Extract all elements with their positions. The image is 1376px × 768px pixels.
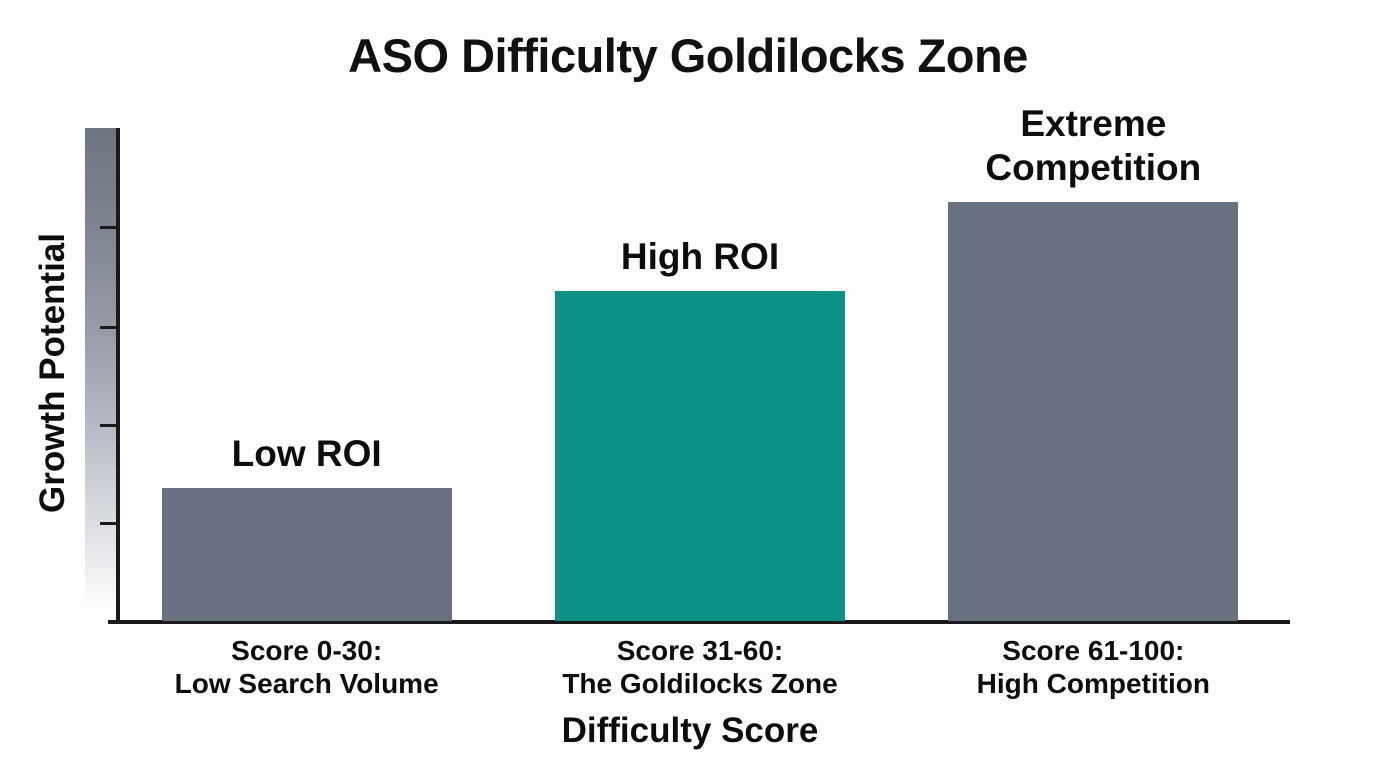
bar-high-roi bbox=[555, 291, 845, 621]
y-axis-gradient-bar bbox=[85, 128, 118, 622]
x-tick-line2: High Competition bbox=[976, 668, 1210, 699]
chart-title: ASO Difficulty Goldilocks Zone bbox=[348, 29, 1028, 82]
y-axis-line bbox=[116, 128, 120, 622]
x-axis-line bbox=[108, 620, 1290, 624]
x-tick-label-low-roi: Score 0-30: Low Search Volume bbox=[92, 634, 522, 700]
bar-low-roi bbox=[161, 488, 452, 621]
x-tick-line2: The Goldilocks Zone bbox=[562, 668, 838, 699]
bar-label-extreme-competition: Extreme Competition bbox=[985, 103, 1202, 188]
y-axis-tick bbox=[100, 326, 119, 329]
y-axis-label: Growth Potential bbox=[33, 233, 72, 513]
x-tick-line1: Score 61-100: bbox=[1002, 635, 1185, 666]
y-axis-tick bbox=[100, 226, 119, 229]
x-tick-line1: Score 0-30: bbox=[231, 635, 383, 666]
x-axis-title: Difficulty Score bbox=[561, 711, 819, 750]
y-axis-tick bbox=[100, 424, 119, 427]
bar-label-low-roi: Low ROI bbox=[231, 433, 382, 474]
x-tick-label-high-roi: Score 31-60: The Goldilocks Zone bbox=[485, 634, 915, 700]
bar-extreme-competition bbox=[948, 202, 1239, 621]
x-tick-line1: Score 31-60: bbox=[616, 635, 784, 666]
x-tick-label-extreme-competition: Score 61-100: High Competition bbox=[878, 634, 1308, 700]
bar-label-high-roi: High ROI bbox=[620, 236, 780, 277]
x-tick-line2: Low Search Volume bbox=[174, 668, 439, 699]
y-axis-tick bbox=[100, 522, 119, 525]
